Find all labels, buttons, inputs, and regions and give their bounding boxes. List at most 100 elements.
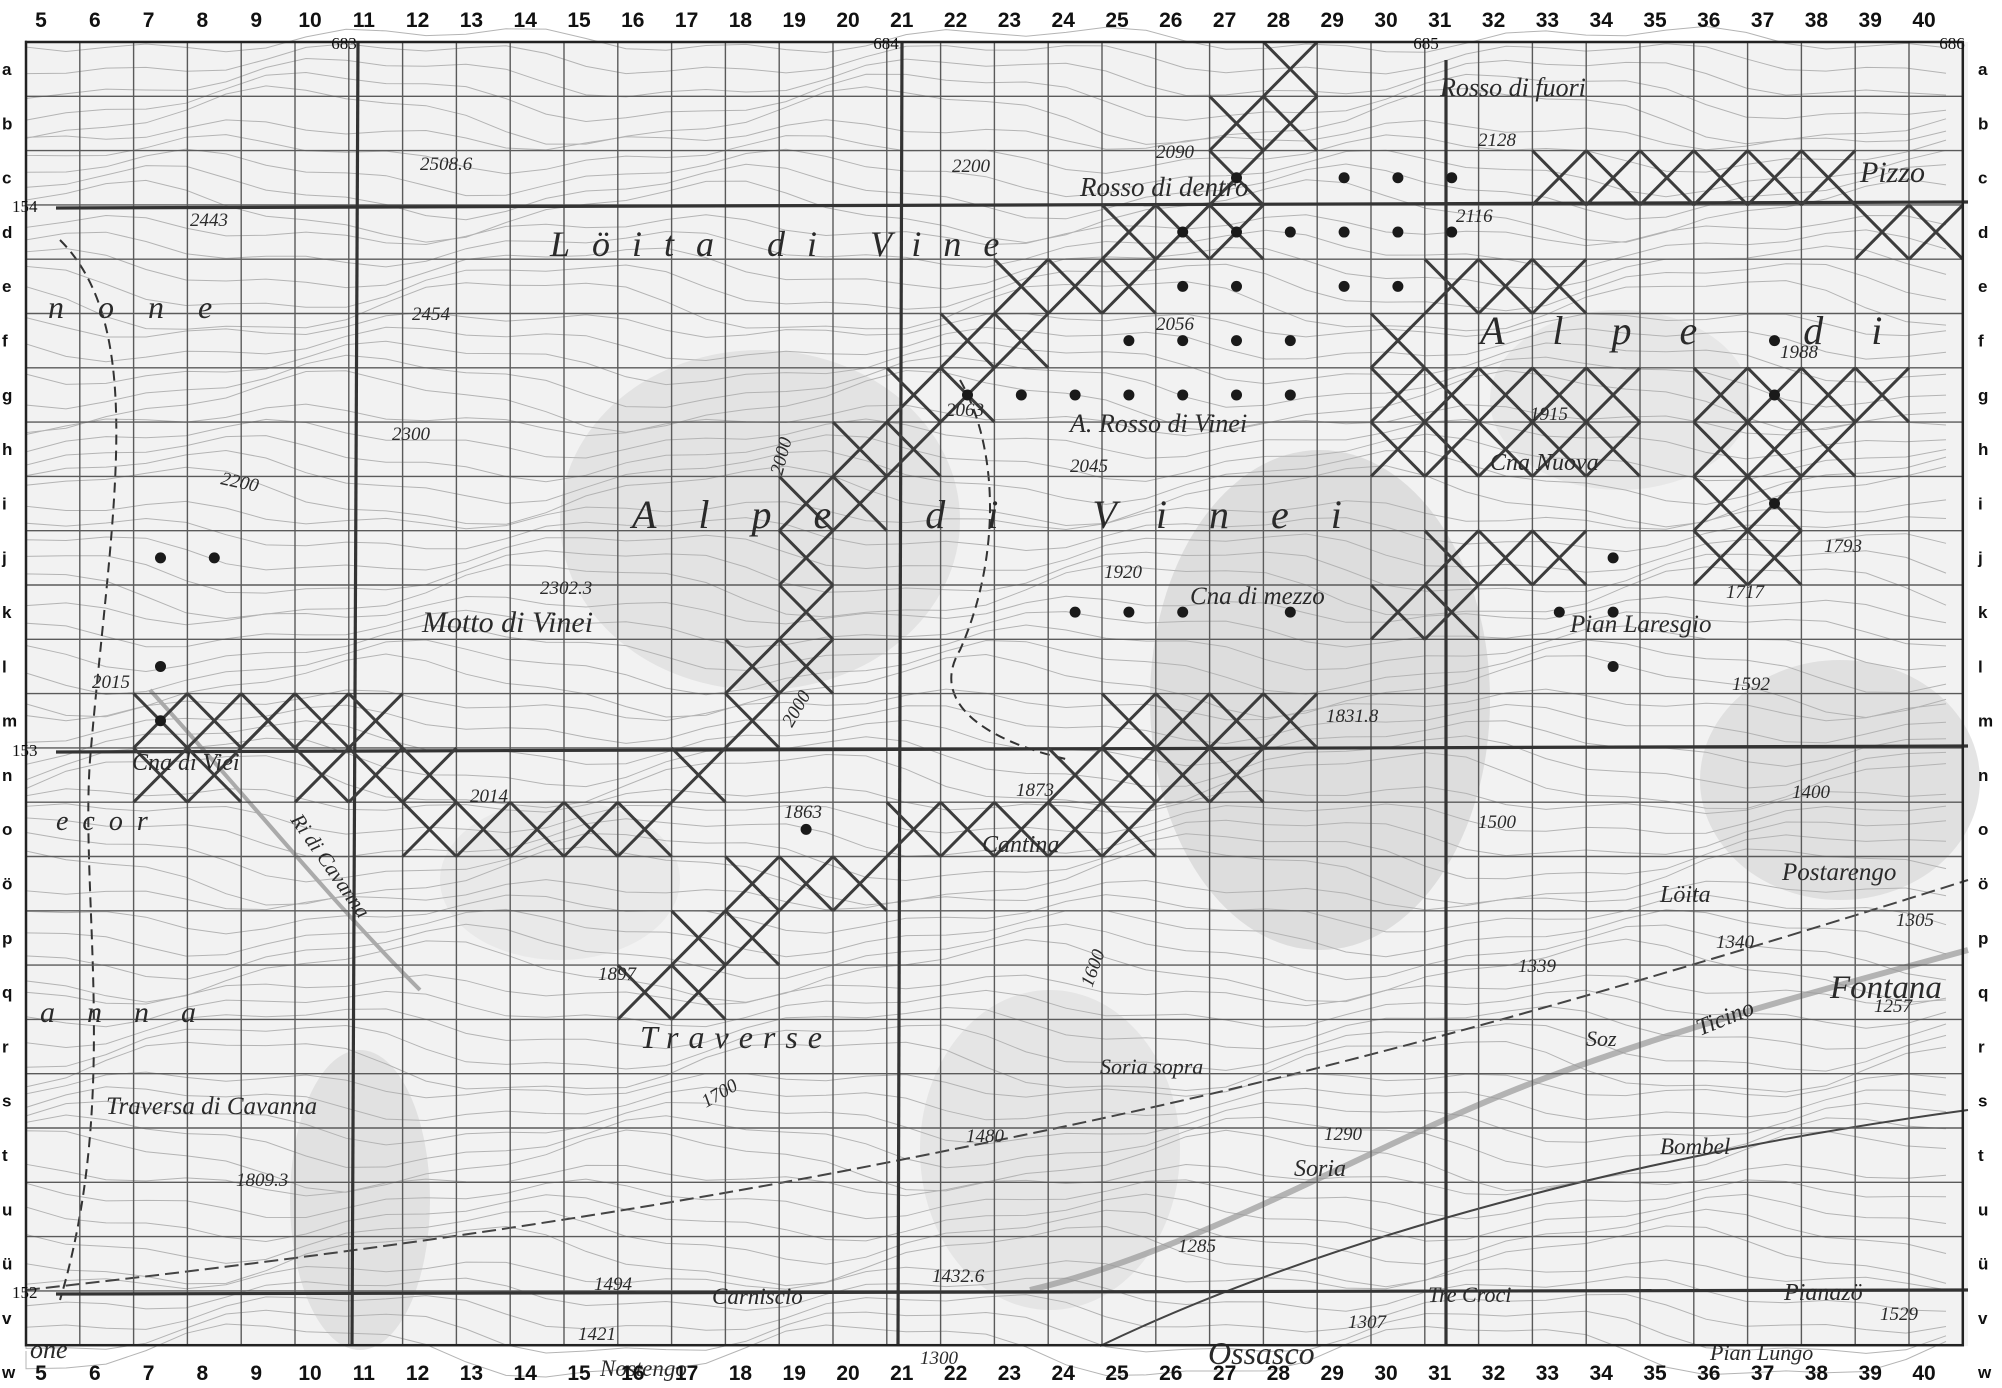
column-label-top: 17: [675, 9, 698, 32]
row-label-right: p: [1978, 929, 1988, 948]
sample-points: [155, 172, 1780, 835]
hatch-line: [1100, 692, 1157, 749]
contour-line: [25, 639, 1947, 696]
column-label-bottom: 36: [1697, 1362, 1720, 1385]
row-labels-left: a b c d e f g h i j k l m n o ö p q r s t u ü v w: [1, 60, 17, 1382]
contour-line: [25, 974, 1947, 1007]
column-label-bottom: 14: [514, 1362, 538, 1385]
place-label: Fontana: [1829, 970, 1942, 1006]
place-label: Soz: [1586, 1026, 1617, 1051]
column-label-bottom: 7: [143, 1362, 155, 1385]
rivers-and-roads: [25, 239, 1969, 1347]
hatch-line: [616, 964, 673, 1021]
sample-dot: [1231, 280, 1242, 292]
elevation-label: 1305: [1896, 910, 1934, 931]
hatch-line: [1047, 746, 1104, 804]
row-label-left: e: [2, 277, 11, 296]
contour-line: [25, 846, 1947, 906]
column-label-top: 15: [567, 9, 591, 32]
sample-dot: [1123, 606, 1135, 618]
place-label: Nostengo: [599, 1356, 687, 1381]
hatch-line: [1692, 475, 1749, 532]
place-label: Bombel: [1660, 1134, 1730, 1159]
column-label-top: 35: [1643, 9, 1667, 32]
place-label: Tre Croci: [1428, 1282, 1511, 1307]
column-label-bottom: 40: [1912, 1362, 1935, 1385]
column-label-top: 16: [621, 9, 644, 32]
contour-line: [25, 1193, 1947, 1243]
place-label: Rosso di dentro: [1079, 172, 1249, 202]
elevation-label: 2302.3: [540, 578, 592, 599]
hatch-line: [240, 692, 297, 749]
hatch-line: [1638, 149, 1695, 206]
row-label-left: i: [2, 494, 7, 513]
contour-line: [25, 1086, 1947, 1122]
hatch-line: [778, 638, 835, 695]
hatch-line: [1369, 421, 1426, 478]
hatch-line: [293, 746, 350, 804]
row-label-right: w: [1977, 1363, 1992, 1382]
column-label-top: 26: [1159, 9, 1182, 32]
row-label-left: r: [2, 1037, 9, 1056]
column-label-top: 5: [35, 9, 47, 32]
elevation-label: 1400: [1792, 782, 1831, 803]
contour-line: [25, 609, 1947, 648]
column-label-bottom: 38: [1805, 1362, 1829, 1385]
elevation-label: 1494: [594, 1274, 633, 1295]
row-label-left: ö: [2, 875, 12, 894]
relief-shadow: [440, 800, 680, 960]
hatch-line: [132, 746, 189, 804]
row-label-right: b: [1978, 114, 1988, 133]
row-label-left: v: [2, 1309, 12, 1328]
hatch-line: [1423, 366, 1480, 424]
sample-dot: [1553, 606, 1565, 618]
column-label-top: 8: [197, 9, 209, 32]
column-label-bottom: 25: [1105, 1362, 1129, 1385]
hatch-line: [1100, 746, 1157, 804]
column-label-top: 30: [1374, 9, 1397, 32]
sample-dot: [1284, 606, 1296, 618]
contour-line: [25, 245, 1947, 291]
elevation-label: 1500: [1478, 812, 1517, 833]
row-label-right: n: [1978, 766, 1988, 785]
easting-label: 683: [331, 34, 357, 53]
hatch-line: [1477, 529, 1534, 587]
hatch-line: [831, 855, 888, 912]
elevation-label: 2014: [470, 786, 509, 807]
row-label-right: h: [1978, 440, 1988, 459]
contour-line: [25, 403, 1947, 437]
contour-line: [25, 326, 1947, 363]
column-labels-top: 5 6 7 8 9 10 11 12 13 14 15 16 17 18 19 20 21 22 23 24 25 26 2…: [35, 9, 1936, 32]
column-label-top: 32: [1482, 9, 1505, 32]
hatch-line: [509, 801, 566, 858]
sample-dot: [1231, 389, 1242, 401]
place-label: anna: [40, 996, 228, 1029]
hatch-line: [885, 421, 942, 478]
contour-line: [25, 465, 1947, 528]
sample-dot: [800, 823, 812, 835]
column-label-top: 37: [1751, 9, 1774, 32]
sample-dot: [155, 552, 166, 564]
hatch-line: [831, 475, 888, 532]
sample-dot: [1392, 280, 1404, 292]
column-label-top: 40: [1912, 9, 1935, 32]
km-line-horizontal: [55, 200, 1969, 210]
contour-line: [25, 1208, 1947, 1265]
row-label-left: g: [2, 386, 12, 405]
hatch-line: [724, 638, 781, 695]
column-label-top: 12: [406, 9, 429, 32]
contour-line: [25, 1129, 1947, 1193]
contour-line: [25, 653, 1947, 719]
elevation-label: 1285: [1178, 1236, 1216, 1257]
elevation-label: 2090: [1156, 142, 1195, 163]
hatch-line: [1369, 583, 1426, 641]
sample-dot: [1607, 660, 1619, 672]
hatch-line: [1154, 746, 1211, 804]
sample-dot: [1177, 226, 1189, 238]
elevation-label: 1339: [1518, 956, 1557, 977]
place-label: A. Rosso di Vinei: [1068, 409, 1247, 438]
elevation-label: 1988: [1780, 342, 1819, 363]
elevation-label: 1873: [1016, 780, 1054, 801]
